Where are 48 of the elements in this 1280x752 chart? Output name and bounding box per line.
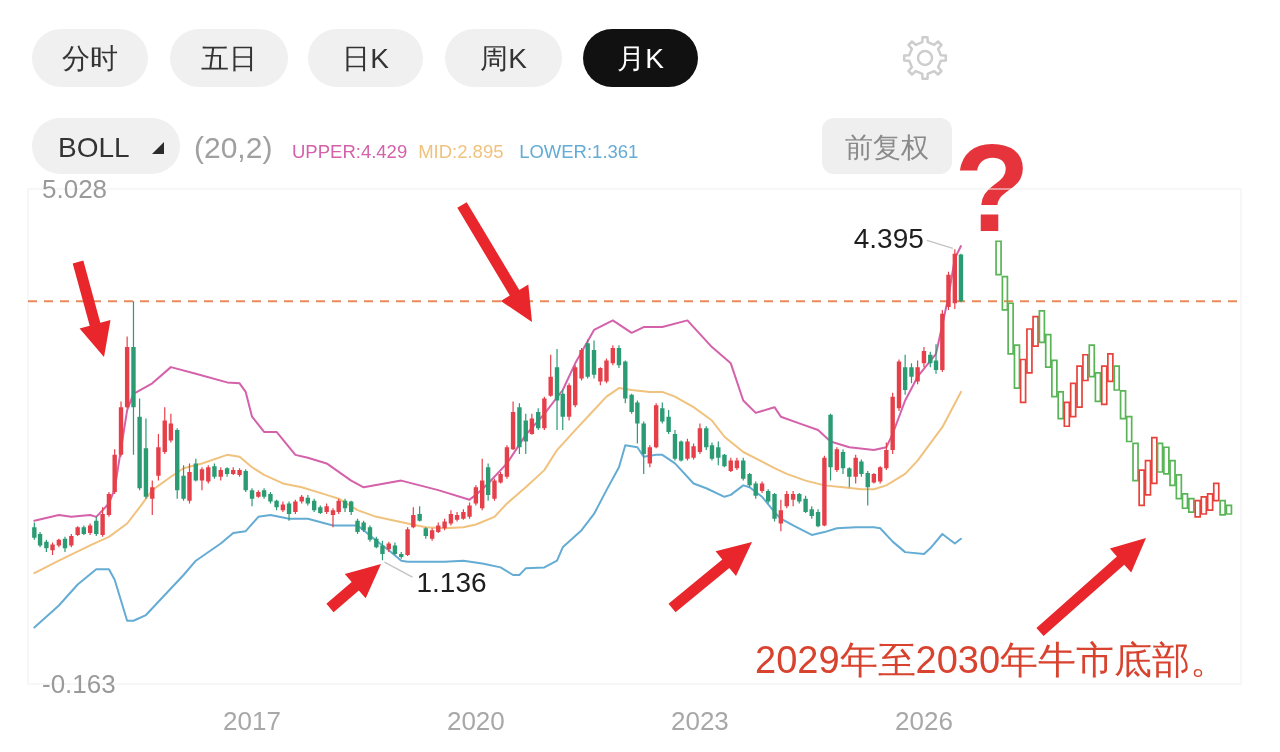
option-button: 前复权 xyxy=(822,118,952,174)
tab-button: 周K xyxy=(445,29,562,87)
candlestick xyxy=(909,363,914,384)
line-series xyxy=(33,444,962,629)
candlestick xyxy=(199,467,205,491)
annotation: 1.136 xyxy=(416,566,487,598)
candlestick xyxy=(847,467,852,488)
text: LOWER:1.361 xyxy=(519,140,639,162)
text: MID:2.895 xyxy=(418,140,504,162)
candlestick xyxy=(330,508,336,528)
text: (20,2) xyxy=(194,130,273,164)
candlestick xyxy=(249,488,255,507)
candlestick xyxy=(772,493,777,522)
candlestick xyxy=(75,526,80,536)
candlestick xyxy=(579,348,584,381)
candlestick xyxy=(454,512,460,522)
tab-button: 分时 xyxy=(32,29,148,87)
candlestick xyxy=(50,542,55,555)
candlestick xyxy=(187,463,192,504)
tab-button: 月K xyxy=(583,29,698,87)
candlestick xyxy=(256,490,261,498)
candlestick xyxy=(324,503,329,514)
candlestick xyxy=(995,240,1002,276)
candlestick xyxy=(417,506,422,522)
y-tick-label: 5.028 xyxy=(42,174,108,204)
annotation: ? xyxy=(954,119,1030,257)
tab-button: 五日 xyxy=(170,29,288,87)
candlestick xyxy=(585,339,590,379)
x-tick-label: 2020 xyxy=(446,706,505,736)
x-tick-label: 2023 xyxy=(670,706,729,736)
candlestick xyxy=(933,344,939,374)
x-tick-label: 2026 xyxy=(895,706,953,736)
candlestick xyxy=(237,468,242,477)
candlestick xyxy=(554,349,560,431)
line-series xyxy=(33,387,962,575)
annotation: 2029年至2030年牛市底部。 xyxy=(755,639,1229,681)
x-tick-label: 2017 xyxy=(223,706,281,736)
dropdown-button: BOLL xyxy=(32,118,180,174)
candlestick xyxy=(318,505,323,514)
candlestick xyxy=(181,465,186,501)
candlestick xyxy=(156,433,161,481)
tab-button: 日K xyxy=(308,29,423,87)
candlestick xyxy=(405,527,410,556)
annotation: 4.395 xyxy=(853,222,924,254)
text: UPPER:4.429 xyxy=(292,140,408,162)
candlestick xyxy=(212,463,217,479)
candlestick xyxy=(641,421,646,474)
y-tick-label: -0.163 xyxy=(42,669,116,699)
